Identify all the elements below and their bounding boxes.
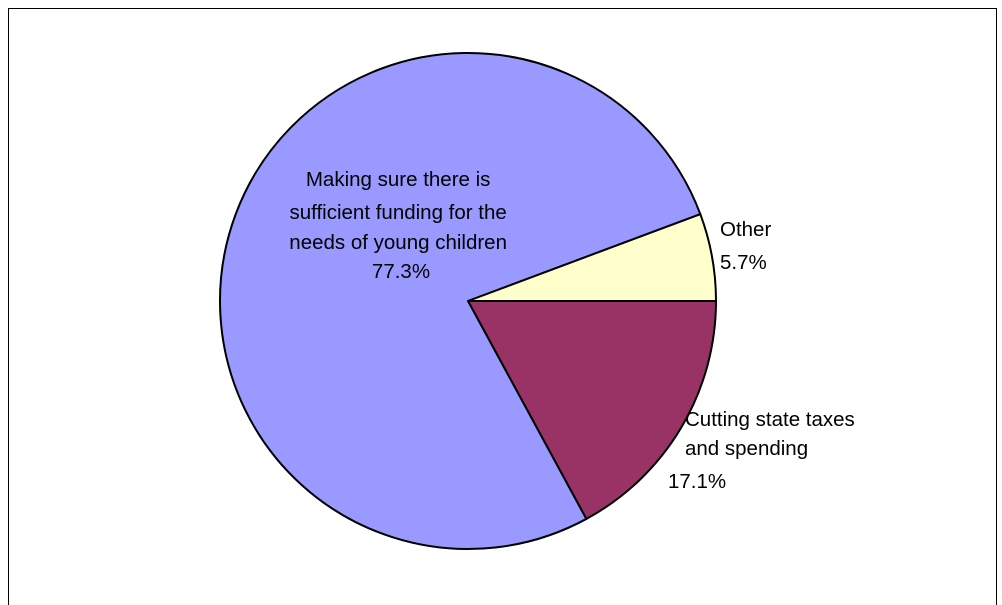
slice-cutting-taxes bbox=[467, 300, 717, 520]
slice-label-other: Other 5.7% bbox=[720, 218, 777, 274]
pie-slices bbox=[219, 51, 717, 550]
slice-label-young-children: Making sure there is sufficient funding … bbox=[289, 168, 512, 283]
slice-young-children bbox=[219, 51, 702, 550]
slice-label-cutting-taxes: Cutting state taxes and spending 17.1% bbox=[668, 408, 861, 493]
slice-other bbox=[467, 213, 717, 302]
